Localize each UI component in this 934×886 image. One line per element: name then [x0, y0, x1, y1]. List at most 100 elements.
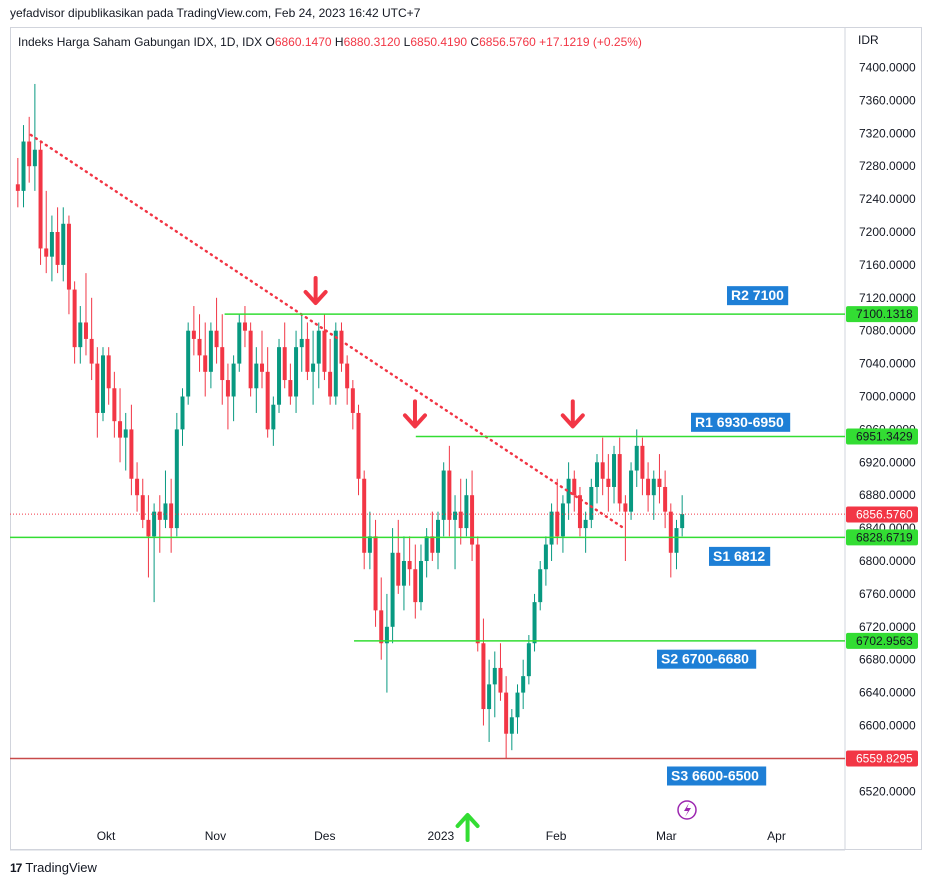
footer: 17 TradingView	[10, 860, 97, 875]
candle-body	[401, 561, 406, 586]
candle-body	[259, 363, 264, 372]
x-tick-label: Feb	[546, 829, 567, 843]
candle-body	[299, 338, 304, 348]
y-axis-unit: IDR	[858, 33, 879, 47]
candle-body	[333, 330, 338, 397]
arrow-down-icon	[303, 276, 328, 306]
candle-body	[464, 495, 469, 529]
candle-body	[157, 511, 162, 520]
y-tick-label: 7040.0000	[859, 357, 916, 371]
candle-body	[356, 412, 361, 479]
x-tick-label: 2023	[428, 829, 455, 843]
candle-body	[123, 429, 128, 438]
candle-body	[600, 462, 605, 479]
price-tag-box	[846, 750, 918, 767]
candle-body	[288, 380, 293, 397]
candle-body	[305, 338, 310, 372]
price-tag-box	[846, 306, 918, 323]
candle-body	[220, 347, 225, 381]
candle-body	[225, 380, 230, 397]
candle-body	[657, 478, 662, 487]
candle-body	[339, 330, 344, 364]
level-label-box-s2	[657, 649, 757, 669]
candle-body	[322, 330, 327, 372]
price-tag: 7100.1318	[856, 307, 913, 321]
candle-body	[152, 511, 157, 537]
candle-body	[197, 338, 202, 356]
legend-high-label: H	[334, 35, 344, 49]
candle-body	[424, 536, 429, 561]
candle-body	[418, 561, 423, 603]
price-tag: 6828.6719	[856, 530, 913, 544]
candle-body	[543, 544, 548, 570]
candle-body	[566, 478, 571, 504]
legend-high-value: 6880.3120	[343, 35, 401, 49]
candle-body	[555, 511, 560, 537]
candle-body	[487, 684, 492, 710]
candle-body	[640, 445, 645, 479]
candle-body	[78, 322, 83, 348]
y-tick-label: 7240.0000	[859, 192, 916, 206]
candle-body	[242, 322, 247, 331]
candle-body	[612, 454, 617, 487]
arrow-down-icon	[402, 399, 427, 429]
y-tick-label: 7120.0000	[859, 291, 916, 305]
legend-open-label: O	[265, 35, 275, 49]
level-label-s3: S3 6600-6500	[671, 767, 759, 783]
x-tick-label: Nov	[205, 829, 226, 843]
level-label-box-s3	[667, 766, 767, 786]
y-tick-label: 6680.0000	[859, 653, 916, 667]
candle-body	[248, 330, 253, 389]
legend-close-value: 6856.5760	[479, 35, 536, 49]
candle-body	[390, 552, 395, 627]
candle-body	[106, 355, 111, 389]
ohlc-legend: Indeks Harga Saham Gabungan IDX, 1D, IDX…	[18, 35, 642, 49]
candle-body	[265, 371, 270, 430]
candle-body	[277, 347, 282, 405]
candle-body	[441, 470, 446, 520]
candle-body	[606, 478, 611, 487]
price-tag: 6951.3429	[856, 430, 913, 444]
candle-body	[367, 536, 372, 553]
candle-body	[436, 519, 441, 553]
candle-body	[231, 363, 236, 397]
y-tick-label: 7000.0000	[859, 390, 916, 404]
candle-body	[458, 511, 463, 529]
candle-body	[668, 511, 673, 553]
level-label-box-r1	[691, 412, 791, 432]
y-tick-label: 6800.0000	[859, 554, 916, 568]
candle-body	[89, 338, 94, 364]
candle-body	[651, 478, 656, 496]
y-tick-label: 7400.0000	[859, 61, 916, 75]
candle-body	[311, 363, 316, 372]
candle-body	[674, 528, 679, 553]
candle-body	[447, 470, 452, 520]
legend-low-value: 6850.4190	[410, 35, 468, 49]
y-tick-label: 6640.0000	[859, 686, 916, 700]
y-tick-label: 6920.0000	[859, 455, 916, 469]
candle-body	[373, 536, 378, 611]
candle-body	[521, 676, 526, 693]
candle-body	[453, 511, 458, 520]
candle-body	[379, 610, 384, 644]
candle-body	[55, 232, 60, 265]
candle-body	[498, 667, 503, 693]
candle-body	[38, 149, 43, 249]
y-tick-label: 7080.0000	[859, 324, 916, 338]
candle-body	[470, 495, 475, 545]
candle-body	[328, 371, 333, 397]
x-tick-label: Apr	[767, 829, 786, 843]
candle-body	[362, 478, 367, 553]
price-tag-box	[846, 506, 918, 523]
candle-body	[350, 388, 355, 413]
candle-body	[214, 330, 219, 348]
candle-body	[294, 347, 299, 397]
candle-body	[549, 511, 554, 545]
candle-body	[101, 355, 106, 413]
candle-body	[560, 503, 565, 537]
candle-body	[572, 478, 577, 496]
legend-change: +17.1219 (+0.25%)	[539, 35, 642, 49]
legend-open-value: 6860.1470	[274, 35, 332, 49]
candle-body	[623, 503, 628, 512]
